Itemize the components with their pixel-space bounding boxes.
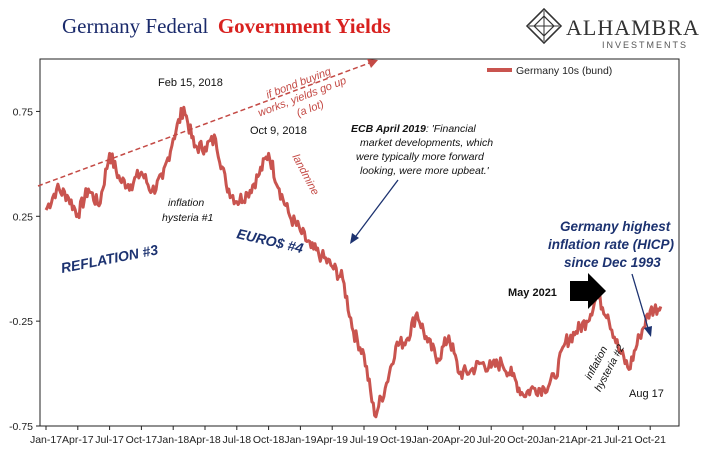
annotation-ecb-line1-text: : 'Financial [426, 123, 477, 135]
logo-diamond-icon [525, 7, 563, 45]
legend: Germany 10s (bund) [487, 65, 612, 77]
annotation-ecb-bold: ECB April 2019 [351, 123, 426, 135]
annotation-hysteria1-line1: inflation [168, 197, 204, 209]
annotation-hysteria1-line2: hysteria #1 [162, 212, 213, 224]
chart-title: Germany Federal Government Yields [62, 14, 391, 38]
highest-arrow [631, 273, 649, 329]
x-tick-label: Jul-18 [222, 434, 251, 446]
annotation-hysteria2: inflation hysteria #2 [583, 343, 627, 394]
x-tick-label: Apr-17 [62, 434, 94, 446]
x-tick-label: Oct-19 [380, 434, 412, 446]
y-tick-label: 0.75 [13, 106, 34, 118]
x-tick-label: Jan-19 [284, 434, 316, 446]
y-axis: 0.75 0.25 -0.25 -0.75 [9, 106, 40, 433]
annotation-oct9: Oct 9, 2018 [250, 125, 307, 137]
annotation-may2021: May 2021 [508, 287, 557, 299]
x-tick-label: Oct-18 [253, 434, 285, 446]
legend-label: Germany 10s (bund) [516, 65, 612, 77]
annotation-ecb-line2: market developments, which [360, 137, 493, 149]
annotations: Feb 15, 2018 Oct 9, 2018 if bond buying … [37, 59, 675, 400]
annotation-euros: EURO$ #4 [235, 225, 305, 256]
annotation-highest-line2: inflation rate (HICP) [548, 237, 675, 252]
chart-title-part2: Government Yields [218, 14, 391, 38]
ecb-arrowhead-icon [350, 233, 359, 244]
y-tick-label: -0.75 [9, 421, 33, 433]
x-tick-label: Jan-20 [412, 434, 444, 446]
x-tick-label: Apr-19 [316, 434, 348, 446]
annotation-ecb-line3: were typically more forward [356, 151, 485, 163]
x-tick-label: Apr-18 [189, 434, 221, 446]
highest-arrowhead-icon [644, 326, 652, 337]
annotation-bond: if bond buying works, yields go up (a lo… [256, 65, 348, 119]
annotation-reflation: REFLATION #3 [60, 241, 160, 276]
ecb-arrow [355, 179, 399, 237]
x-tick-label: Jan-17 [30, 434, 62, 446]
logo-subtitle: INVESTMENTS [602, 40, 688, 50]
logo-name: ALHAMBRA [566, 15, 700, 40]
bond-buying-arrow [37, 61, 373, 187]
series-layer [44, 105, 663, 419]
annotation-aug17: Aug 17 [629, 388, 664, 400]
x-axis: Jan-17 Apr-17 Jul-17 Oct-17 Jan-18 Apr-18 Jul-… [30, 426, 666, 446]
annotation-highest-line3: since Dec 1993 [564, 255, 661, 270]
x-tick-label: Jan-21 [539, 434, 571, 446]
x-tick-label: Oct-17 [126, 434, 158, 446]
x-tick-label: Oct-20 [507, 434, 539, 446]
plot-frame [39, 58, 680, 427]
x-tick-label: Jul-21 [604, 434, 633, 446]
x-tick-label: Apr-21 [571, 434, 603, 446]
alhambra-logo: ALHAMBRA INVESTMENTS [525, 7, 700, 50]
annotation-landmine: landmine [289, 152, 321, 197]
bond-buying-arrowhead-icon [367, 59, 378, 68]
chart-title-part1: Germany Federal [62, 14, 209, 38]
series-line-0 [44, 105, 663, 419]
y-tick-label: -0.25 [9, 316, 33, 328]
annotation-highest-line1: Germany highest [560, 219, 671, 234]
x-tick-label: Jul-19 [350, 434, 379, 446]
x-tick-label: Jul-20 [477, 434, 506, 446]
x-tick-label: Apr-20 [444, 434, 476, 446]
y-tick-label: 0.25 [13, 211, 34, 223]
annotation-feb15: Feb 15, 2018 [158, 77, 223, 89]
may2021-arrow-icon [570, 273, 606, 309]
x-tick-label: Jul-17 [95, 434, 124, 446]
x-tick-label: Jan-18 [157, 434, 189, 446]
annotation-ecb-line1: ECB April 2019: 'Financial [351, 123, 476, 135]
x-tick-label: Oct-21 [634, 434, 666, 446]
annotation-ecb-line4: looking, were more upbeat.' [360, 165, 490, 177]
